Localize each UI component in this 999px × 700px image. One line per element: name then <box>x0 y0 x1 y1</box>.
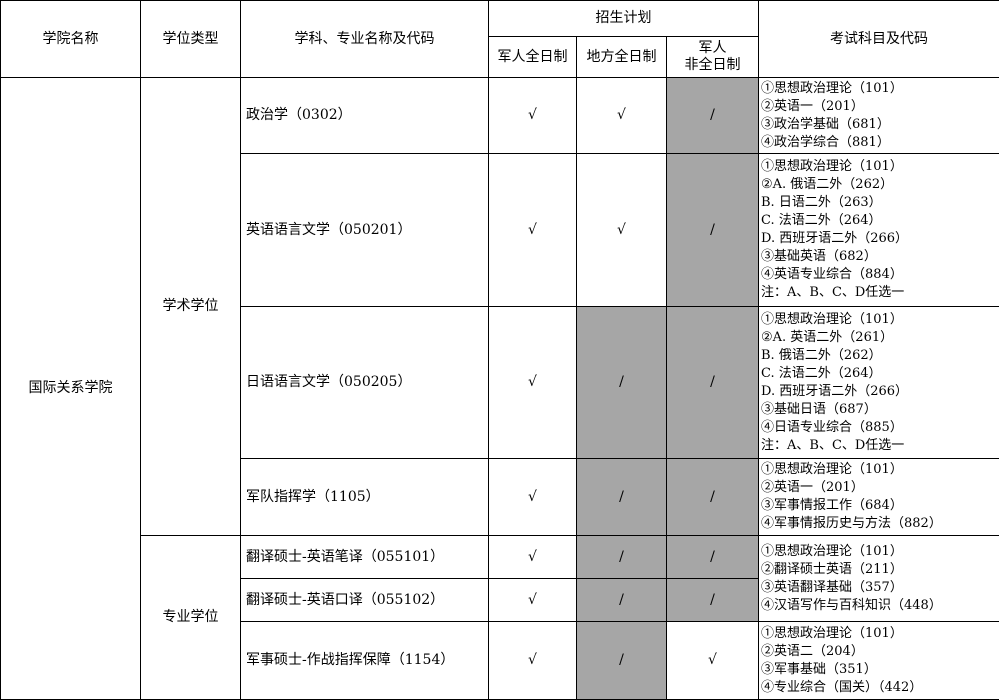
exam-subject: ①思想政治理论（101） <box>761 311 903 327</box>
exam-list: ①思想政治理论（101） ②英语二（204） ③军事基础（351） ④专业综合（国关）… <box>761 625 922 697</box>
exam-subject: ③基础英语（682） <box>761 249 877 264</box>
exam-subject: ④专业综合（国关）（442） <box>761 679 923 695</box>
degree-type-academic: 学术学位 <box>140 77 241 536</box>
header-major: 学科、专业名称及代码 <box>240 0 489 78</box>
plan-mark: / <box>666 535 759 579</box>
exam-subject: ④英语专业综合（884） <box>761 267 903 282</box>
major-name: 政治学（0302） <box>240 77 489 154</box>
plan-mark: √ <box>576 77 667 154</box>
plan-mark: / <box>576 621 667 700</box>
exam-list: ①思想政治理论（101） ②翻译硕士英语（211） ③英语翻译基础（357） ④汉语写… <box>761 543 942 615</box>
exam-subjects: ①思想政治理论（101） ②翻译硕士英语（211） ③英语翻译基础（357） ④汉语写… <box>758 535 999 622</box>
header-exam: 考试科目及代码 <box>758 0 999 78</box>
exam-subject: 注：A、B、C、D任选一 <box>761 437 905 453</box>
plan-mark: / <box>576 458 667 536</box>
exam-subject: ①思想政治理论（101） <box>761 625 903 641</box>
exam-subject: ③军事情报工作（684） <box>761 498 903 513</box>
plan-mark: √ <box>666 621 759 700</box>
header-plan: 招生计划 <box>488 0 759 37</box>
exam-subject: ③政治学基础（681） <box>761 116 890 132</box>
major-name: 英语语言文学（050201） <box>240 153 489 307</box>
exam-subject: ①思想政治理论（101） <box>761 462 903 477</box>
exam-subject: 注：A、B、C、D任选一 <box>761 285 905 300</box>
exam-subject: ③基础日语（687） <box>761 401 877 417</box>
major-name: 日语语言文学（050205） <box>240 306 489 459</box>
exam-subject: ②A. 英语二外（261） <box>761 329 894 345</box>
plan-mark: √ <box>488 535 577 579</box>
plan-mark: / <box>576 535 667 579</box>
plan-mark: √ <box>576 153 667 307</box>
plan-mark: / <box>666 306 759 459</box>
plan-mark: √ <box>488 77 577 154</box>
exam-subject: ②英语一（201） <box>761 480 864 495</box>
exam-subject: ①思想政治理论（101） <box>761 159 903 174</box>
exam-subject: ①思想政治理论（101） <box>761 80 903 96</box>
plan-mark: / <box>576 578 667 622</box>
major-name: 翻译硕士-英语笔译（055101） <box>240 535 489 579</box>
exam-subjects: ①思想政治理论（101） ②英语一（201） ③军事情报工作（684） ④军事情报历史… <box>758 458 999 536</box>
college-name: 国际关系学院 <box>0 77 141 700</box>
plan-mark: √ <box>488 306 577 459</box>
major-name: 翻译硕士-英语口译（055102） <box>240 578 489 622</box>
exam-subjects: ①思想政治理论（101） ②英语一（201） ③政治学基础（681） ④政治学综合（8… <box>758 77 999 154</box>
exam-list: ①思想政治理论（101） ②A. 英语二外（261） B. 俄语二外（262） C. … <box>761 311 908 455</box>
plan-mark: √ <box>488 153 577 307</box>
major-name: 军事硕士-作战指挥保障（1154） <box>240 621 489 700</box>
exam-subjects: ①思想政治理论（101） ②A. 俄语二外（262） B. 日语二外（263） C. … <box>758 153 999 307</box>
header-plan-col: 地方全日制 <box>576 36 667 78</box>
exam-subject: ③英语翻译基础（357） <box>761 579 903 595</box>
exam-subject: D. 西班牙语二外（266） <box>761 231 909 246</box>
exam-subject: ②英语一（201） <box>761 98 864 114</box>
exam-subject: ④政治学综合（881） <box>761 134 890 150</box>
header-plan-col: 军人全日制 <box>488 36 577 78</box>
exam-subject: ②翻译硕士英语（211） <box>761 561 903 577</box>
exam-subject: D. 西班牙语二外（266） <box>761 383 909 399</box>
exam-subject: C. 法语二外（264） <box>761 213 882 228</box>
major-name: 军队指挥学（1105） <box>240 458 489 536</box>
exam-subjects: ①思想政治理论（101） ②英语二（204） ③军事基础（351） ④专业综合（国关）… <box>758 621 999 700</box>
plan-mark: √ <box>488 578 577 622</box>
exam-subject: B. 日语二外（263） <box>761 195 882 210</box>
plan-mark: / <box>666 153 759 307</box>
exam-subject: ①思想政治理论（101） <box>761 543 903 559</box>
exam-subject: B. 俄语二外（262） <box>761 347 882 363</box>
exam-subject: ④军事情报历史与方法（882） <box>761 516 942 531</box>
plan-mark: / <box>576 306 667 459</box>
header-degree-type: 学位类型 <box>140 0 241 78</box>
exam-subject: ④日语专业综合（885） <box>761 419 903 435</box>
plan-mark: / <box>666 578 759 622</box>
header-college: 学院名称 <box>0 0 141 78</box>
plan-mark: / <box>666 458 759 536</box>
header-plan-col: 军人 非全日制 <box>666 36 759 78</box>
plan-mark: / <box>666 77 759 154</box>
degree-type-professional: 专业学位 <box>140 535 241 700</box>
exam-subject: ②A. 俄语二外（262） <box>761 177 894 192</box>
plan-mark: √ <box>488 621 577 700</box>
exam-subject: ②英语二（204） <box>761 643 864 659</box>
exam-subjects: ①思想政治理论（101） ②A. 英语二外（261） B. 俄语二外（262） C. … <box>758 306 999 459</box>
plan-mark: √ <box>488 458 577 536</box>
exam-list: ①思想政治理论（101） ②英语一（201） ③军事情报工作（684） ④军事情报历史… <box>761 461 942 533</box>
exam-subject: ③军事基础（351） <box>761 661 877 677</box>
exam-subject: ④汉语写作与百科知识（448） <box>761 597 942 613</box>
exam-list: ①思想政治理论（101） ②A. 俄语二外（262） B. 日语二外（263） C. … <box>761 158 908 302</box>
exam-subject: C. 法语二外（264） <box>761 365 882 381</box>
exam-list: ①思想政治理论（101） ②英语一（201） ③政治学基础（681） ④政治学综合（8… <box>761 80 903 152</box>
